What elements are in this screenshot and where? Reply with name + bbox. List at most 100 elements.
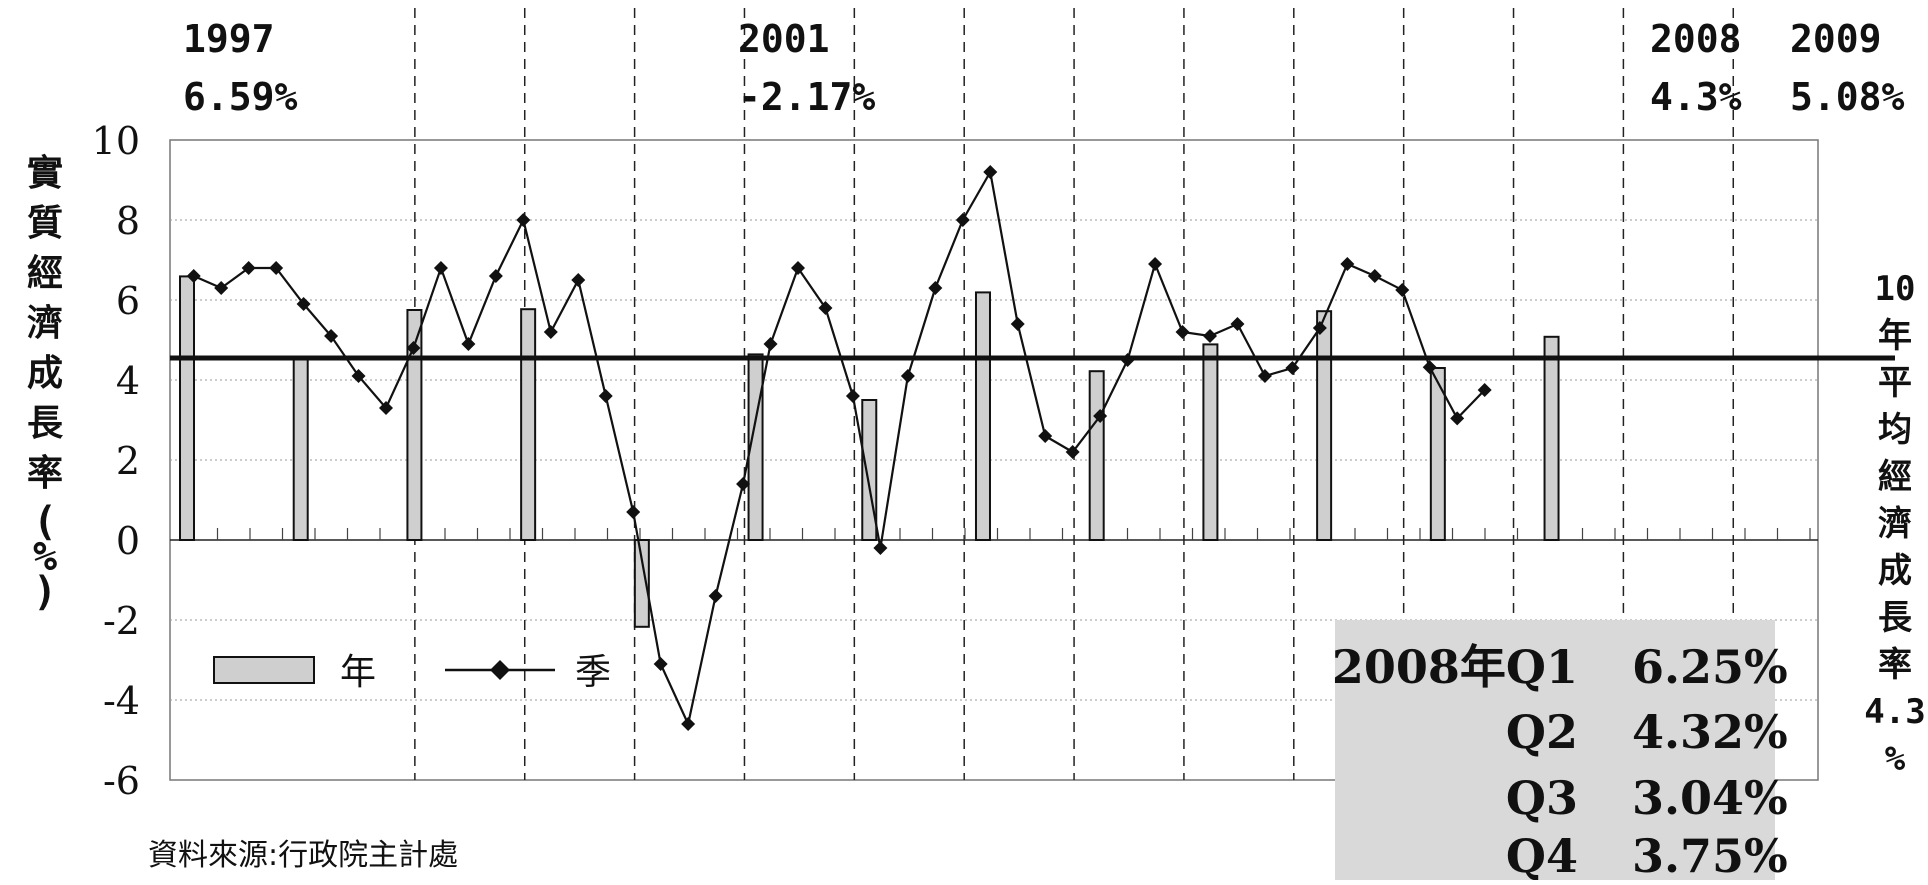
quarterly-point xyxy=(269,261,284,275)
quarterly-point xyxy=(1203,329,1217,343)
quarterly-point xyxy=(708,589,723,603)
info-box xyxy=(1335,620,1775,880)
quarterly-point xyxy=(1257,369,1272,383)
ylabel-char: 率 xyxy=(27,453,63,494)
average-label-line: 成 xyxy=(1878,551,1912,591)
quarterly-point xyxy=(543,325,558,339)
top-label-year-2009: 2009 xyxy=(1790,17,1882,61)
bar-annual-1999 xyxy=(406,309,423,541)
legend-annual-label: 年 xyxy=(340,652,376,693)
legend-annual-swatch xyxy=(213,656,315,684)
average-label-line: 率 xyxy=(1878,645,1912,685)
quarterly-point xyxy=(461,337,476,351)
quarterly-point xyxy=(214,281,229,295)
info-box-label: Q4 xyxy=(1506,829,1578,880)
ylabel-char: 實 xyxy=(27,152,63,194)
info-box-label: Q2 xyxy=(1506,705,1578,759)
ytick-label: -4 xyxy=(103,679,140,723)
quarterly-point xyxy=(1367,269,1382,283)
info-box-value: 3.04% xyxy=(1632,771,1788,825)
quarterly-point xyxy=(516,213,531,227)
average-label-line: 均 xyxy=(1878,410,1912,450)
ytick-label: 10 xyxy=(92,119,140,163)
ylabel-char: 長 xyxy=(27,403,64,444)
quarterly-point xyxy=(351,369,366,383)
quarterly-point xyxy=(1120,353,1135,367)
quarterly-point xyxy=(1312,321,1327,335)
bar-annual-2007 xyxy=(1316,310,1333,542)
ylabel-char: ( xyxy=(33,499,57,545)
quarterly-point xyxy=(488,269,503,283)
legend-quarterly-label: 季 xyxy=(575,652,611,693)
average-label-line: 濟 xyxy=(1878,504,1912,544)
ylabel-char: 成 xyxy=(27,353,63,394)
quarterly-point xyxy=(1450,411,1465,426)
quarterly-point xyxy=(626,505,641,519)
bar-annual-2005 xyxy=(1088,370,1105,542)
quarterly-point xyxy=(1477,383,1492,397)
info-box-value: 4.32% xyxy=(1632,705,1788,759)
quarterly-point xyxy=(379,401,393,415)
info-box-value: 6.25% xyxy=(1632,640,1788,694)
ytick-label: 6 xyxy=(116,279,140,323)
quarterly-point xyxy=(433,261,448,275)
quarterly-point xyxy=(1340,257,1355,271)
quarterly-point xyxy=(1010,317,1025,331)
quarterly-point xyxy=(1230,317,1245,331)
quarterly-point xyxy=(791,261,805,275)
average-label-line: 經 xyxy=(1878,457,1912,497)
quarterly-point xyxy=(955,213,970,227)
top-label-value-1997: 6.59% xyxy=(183,75,298,119)
bar-annual-1997 xyxy=(179,275,195,541)
top-label-value-2008: 4.3% xyxy=(1650,75,1742,119)
ytick-label: 0 xyxy=(116,519,140,563)
ytick-label: -2 xyxy=(103,599,140,643)
quarterly-point xyxy=(571,273,586,287)
top-label-value-2009: 5.08% xyxy=(1790,75,1905,119)
quarterly-point xyxy=(1065,445,1080,459)
average-label-line: 10 xyxy=(1875,269,1916,309)
top-label-year-2008: 2008 xyxy=(1650,17,1742,61)
info-box-label: 2008年Q1 xyxy=(1332,640,1578,694)
ylabel-char: 質 xyxy=(27,203,63,244)
average-label-line: 年 xyxy=(1878,316,1912,356)
quarterly-point xyxy=(296,297,311,311)
top-label-year-2001: 2001 xyxy=(738,17,830,61)
ytick-label: 4 xyxy=(116,359,140,403)
average-label-line: % xyxy=(1885,739,1906,779)
quarterly-point xyxy=(653,657,668,671)
quarterly-point xyxy=(983,165,998,179)
quarterly-point xyxy=(598,389,613,403)
quarterly-point xyxy=(1422,360,1437,375)
quarterly-point xyxy=(818,301,833,315)
ylabel-char: 經 xyxy=(27,253,63,294)
average-label-line: 長 xyxy=(1878,598,1913,638)
bar-annual-2004 xyxy=(974,291,991,541)
info-box-value: 3.75% xyxy=(1632,829,1788,880)
quarterly-point xyxy=(928,281,943,295)
quarterly-point xyxy=(763,337,778,351)
quarterly-point xyxy=(1093,409,1108,423)
average-label-line: 4.3 xyxy=(1864,692,1925,732)
ytick-label: 2 xyxy=(116,439,140,483)
quarterly-point xyxy=(324,329,339,343)
quarterly-point xyxy=(845,389,860,403)
top-label-year-1997: 1997 xyxy=(183,17,275,61)
quarterly-line xyxy=(193,168,1486,728)
average-label-line: 平 xyxy=(1878,363,1912,403)
bar-annual-2006 xyxy=(1202,343,1219,541)
legend-quarterly-marker xyxy=(490,660,510,680)
quarterly-point xyxy=(186,269,201,283)
info-box-label: Q3 xyxy=(1506,771,1578,825)
ylabel-char: % xyxy=(33,534,57,580)
quarterly-point xyxy=(1285,361,1300,375)
ytick-label: 8 xyxy=(116,199,140,243)
quarterly-point xyxy=(873,541,888,555)
source-note: 資料來源:行政院主計處 xyxy=(148,838,459,873)
quarterly-point xyxy=(1175,325,1190,339)
ylabel-char: ) xyxy=(33,569,57,615)
quarterly-point xyxy=(1395,283,1410,297)
top-label-value-2001: -2.17% xyxy=(738,75,875,119)
